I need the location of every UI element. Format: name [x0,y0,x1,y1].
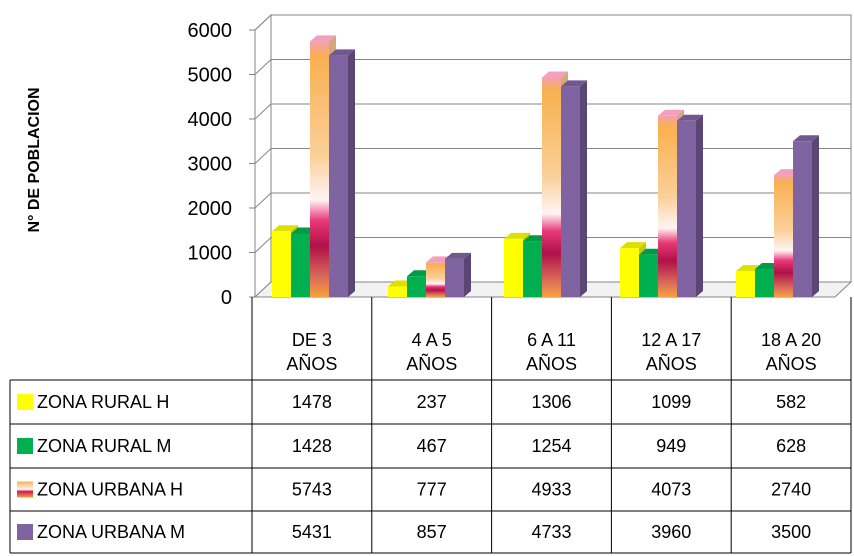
y-tick-label: 1000 [188,243,233,265]
category-label: AÑOS [646,353,697,374]
bar-top [793,135,819,142]
bar-front [736,271,755,297]
bar-top [310,35,336,42]
gridline [254,237,851,253]
bar-front [658,115,677,298]
category-label: AÑOS [766,353,817,374]
gridline [254,148,851,164]
y-axis: 0 1000 2000 3000 4000 5000 6000 [188,20,256,309]
table-cell: 3960 [651,522,691,542]
bar-front [504,238,523,297]
bar-top [445,252,471,259]
table-cell: 467 [417,436,447,456]
table-cell: 1478 [292,392,332,412]
table-cell: 4733 [531,522,571,542]
table-cell: 1254 [531,436,571,456]
bar-front [542,77,561,297]
legend-label: ZONA URBANA M [37,522,185,542]
legend-key [17,481,33,498]
category-label: 4 A 5 [412,330,452,350]
table-cell: 5743 [292,480,332,500]
legend-label: ZONA RURAL M [37,436,171,456]
bar [793,135,819,297]
bar-front [272,231,291,297]
table-cell: 582 [776,392,806,412]
category-label: AÑOS [406,353,457,374]
bar-front [426,262,445,297]
legend-key [17,524,33,540]
category-label: AÑOS [286,353,337,374]
bar-side [580,80,587,297]
category-label: 6 A 11 [527,330,576,350]
category-label: DE 3 [292,330,332,350]
bar-front [793,141,812,297]
bar-front [620,248,639,297]
bar-side [348,49,355,298]
bar [445,252,471,297]
bar-front [291,233,310,297]
gridline [254,103,851,120]
legend-label: ZONA URBANA H [37,480,183,500]
category-label: 12 A 17 [641,330,701,350]
bar-top [677,114,703,121]
category-label: 18 A 20 [761,330,821,350]
bar-front [774,175,793,297]
bar-front [523,241,542,297]
table-cell: 237 [417,392,447,412]
bar [677,114,703,297]
gridline [254,192,851,209]
bar-top [542,71,568,78]
table-cell: 2740 [771,480,811,500]
table-cell: 777 [417,480,447,500]
bar-side [464,252,471,297]
bar-front [329,55,348,298]
bar-side [696,114,703,297]
table-cell: 857 [417,522,447,542]
gridline [254,14,851,31]
bar-front [755,269,774,297]
bar-front [639,254,658,297]
bar-top [561,80,587,87]
y-tick-label: 3000 [188,154,233,176]
table-cell: 949 [656,436,686,456]
bar-top [620,242,646,249]
legend-key [17,394,33,410]
legend-label: ZONA RURAL H [37,392,169,412]
y-tick-label: 0 [221,287,232,309]
bar-front [677,120,696,297]
gridlines [254,14,851,253]
bar-front [407,276,426,297]
gridline [254,59,851,75]
bar [561,80,587,297]
y-tick-label: 6000 [188,20,233,42]
table-cell: 1306 [531,392,571,412]
legend-key [17,438,33,454]
y-tick-label: 4000 [188,109,233,131]
table-cell: 4073 [651,480,691,500]
table-cell: 3500 [771,522,811,542]
table-cell: 4933 [531,480,571,500]
bar-top [658,109,684,116]
bar-front [445,258,464,297]
category-label: AÑOS [526,353,577,374]
bar-front [388,286,407,297]
table-cell: 628 [776,436,806,456]
table-cell: 1428 [292,436,332,456]
data-table: DE 3 AÑOS 4 A 5 AÑOS 6 A 11 AÑOS 12 A 17 AÑOS 18… [9,297,852,554]
bar-top [329,49,355,56]
table-cell: 1099 [651,392,691,412]
y-tick-label: 5000 [188,65,233,87]
bar-side [812,135,819,297]
y-tick-label: 2000 [188,198,233,220]
bar-top [272,225,298,232]
bar [329,49,355,298]
bar-front [310,41,329,298]
table-cell: 5431 [292,522,332,542]
bar-top [504,232,530,239]
bar-group [272,35,819,298]
bar-front [561,86,580,297]
y-axis-title: N° DE POBLACION [26,87,43,232]
